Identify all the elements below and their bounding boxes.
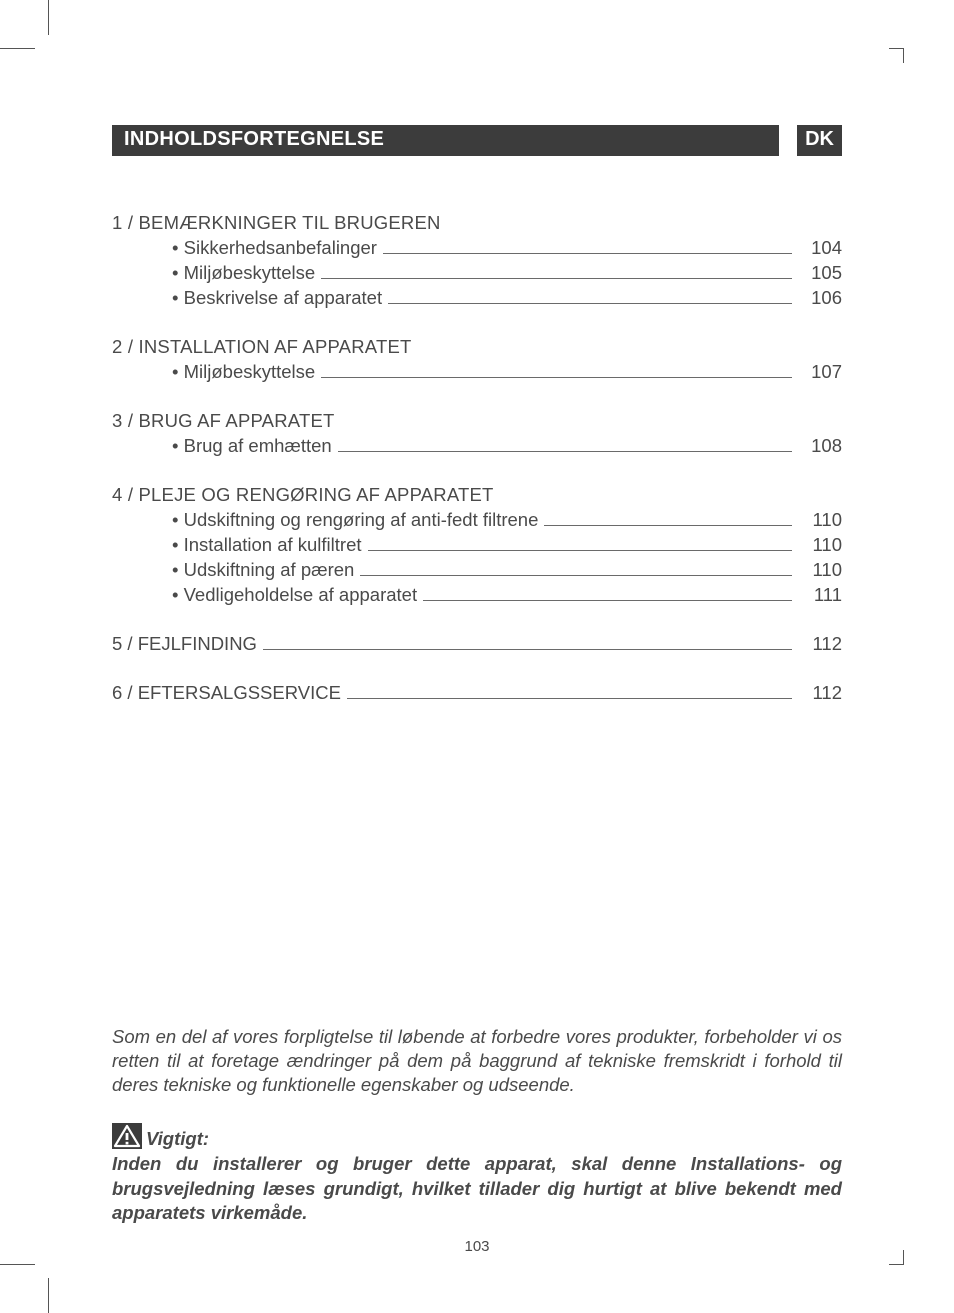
warning-icon <box>112 1123 142 1149</box>
toc-leader <box>338 451 792 452</box>
toc-leader <box>388 303 792 304</box>
toc-item-page: 110 <box>798 558 842 583</box>
language-badge: DK <box>797 125 842 156</box>
toc-item: 5 / FEJLFINDING 112 <box>112 632 842 657</box>
toc-item-page: 111 <box>798 583 842 608</box>
toc-leader <box>544 525 792 526</box>
toc-item-label: • Udskiftning af pæren <box>172 558 354 583</box>
toc-leader <box>321 278 792 279</box>
toc-section-title: 4 / PLEJE OG RENGØRING AF APPARATET <box>112 483 842 508</box>
toc-item-label: • Brug af emhætten <box>172 434 332 459</box>
toc-section: 6 / EFTERSALGSSERVICE 112 <box>112 681 842 706</box>
toc-section: 3 / BRUG AF APPARATET • Brug af emhætten… <box>112 409 842 459</box>
toc-item-page: 106 <box>798 286 842 311</box>
toc-item: • Vedligeholdelse af apparatet 111 <box>112 583 842 608</box>
toc-item: 6 / EFTERSALGSSERVICE 112 <box>112 681 842 706</box>
table-of-contents: 1 / BEMÆRKNINGER TIL BRUGEREN • Sikkerhe… <box>112 211 842 706</box>
toc-item-label: • Miljøbeskyttelse <box>172 360 315 385</box>
toc-item-page: 110 <box>798 508 842 533</box>
toc-section-title: 1 / BEMÆRKNINGER TIL BRUGEREN <box>112 211 842 236</box>
toc-item-page: 112 <box>798 681 842 706</box>
toc-section-title: 3 / BRUG AF APPARATET <box>112 409 842 434</box>
important-body: Inden du installerer og bruger dette app… <box>112 1153 842 1224</box>
toc-section-title: 2 / INSTALLATION AF APPARATET <box>112 335 842 360</box>
footer-block: Som en del af vores forpligtelse til løb… <box>112 1025 842 1226</box>
toc-item: • Udskiftning og rengøring af anti-fedt … <box>112 508 842 533</box>
toc-item: • Miljøbeskyttelse 105 <box>112 261 842 286</box>
disclaimer-text: Som en del af vores forpligtelse til løb… <box>112 1025 842 1097</box>
toc-item: • Udskiftning af pæren 110 <box>112 558 842 583</box>
toc-item-label: • Beskrivelse af apparatet <box>172 286 382 311</box>
toc-item-page: 105 <box>798 261 842 286</box>
toc-item-label: • Udskiftning og rengøring af anti-fedt … <box>172 508 538 533</box>
toc-item-label: • Vedligeholdelse af apparatet <box>172 583 417 608</box>
toc-item-label: • Sikkerhedsanbefalinger <box>172 236 377 261</box>
toc-item: • Installation af kulfiltret 110 <box>112 533 842 558</box>
toc-item-page: 112 <box>798 632 842 657</box>
toc-item-label: 5 / FEJLFINDING <box>112 632 257 657</box>
page-number: 103 <box>0 1238 954 1255</box>
page-title-bar: INDHOLDSFORTEGNELSE <box>112 125 779 156</box>
toc-leader <box>383 253 792 254</box>
toc-item: • Miljøbeskyttelse 107 <box>112 360 842 385</box>
page-content: INDHOLDSFORTEGNELSE DK 1 / BEMÆRKNINGER … <box>112 125 842 730</box>
toc-item-label: • Miljøbeskyttelse <box>172 261 315 286</box>
toc-item-page: 108 <box>798 434 842 459</box>
toc-item-page: 110 <box>798 533 842 558</box>
header-row: INDHOLDSFORTEGNELSE DK <box>112 125 842 156</box>
toc-leader <box>423 600 792 601</box>
toc-section: 2 / INSTALLATION AF APPARATET • Miljøbes… <box>112 335 842 385</box>
toc-leader <box>321 377 792 378</box>
toc-item-page: 107 <box>798 360 842 385</box>
toc-leader <box>263 649 792 650</box>
toc-item-page: 104 <box>798 236 842 261</box>
toc-item: • Sikkerhedsanbefalinger 104 <box>112 236 842 261</box>
toc-item-label: • Installation af kulfiltret <box>172 533 362 558</box>
toc-leader <box>347 698 792 699</box>
toc-leader <box>360 575 792 576</box>
toc-section: 4 / PLEJE OG RENGØRING AF APPARATET • Ud… <box>112 483 842 608</box>
toc-section: 5 / FEJLFINDING 112 <box>112 632 842 657</box>
important-notice: Vigtigt: Inden du installerer og bruger … <box>112 1123 842 1226</box>
toc-leader <box>368 550 792 551</box>
toc-item-label: 6 / EFTERSALGSSERVICE <box>112 681 341 706</box>
toc-item: • Brug af emhætten 108 <box>112 434 842 459</box>
toc-section: 1 / BEMÆRKNINGER TIL BRUGEREN • Sikkerhe… <box>112 211 842 311</box>
important-label: Vigtigt: <box>146 1128 209 1149</box>
toc-item: • Beskrivelse af apparatet 106 <box>112 286 842 311</box>
